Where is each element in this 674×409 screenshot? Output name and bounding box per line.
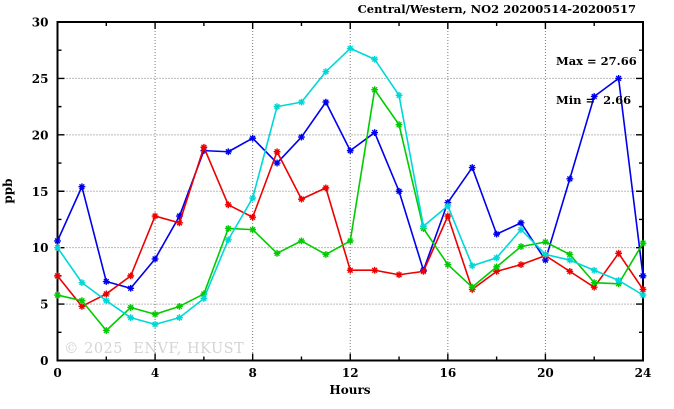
watermark: © 2025 ENVF, HKUST [64,341,245,357]
series-cyan-markers [54,45,647,328]
y-tick-label: 15 [32,185,49,199]
max-value-label: Max = 27.66 [556,54,637,68]
x-axis-title: Hours [329,383,371,397]
y-axis-title: ppb [1,178,15,204]
x-tick-label: 20 [537,366,554,380]
stats-annotation: Max = 27.66 Min = 2.66 [556,29,637,133]
x-tick-label: 24 [635,366,652,380]
x-tick-label: 4 [151,366,159,380]
plot-border [56,21,644,362]
series-green-markers [54,86,647,334]
y-tick-label: 30 [32,16,49,30]
y-tick-label: 25 [32,72,49,86]
x-tick-label: 16 [439,366,456,380]
gridlines [57,22,643,361]
y-tick-label: 5 [40,298,48,312]
x-tick-label: 8 [248,366,256,380]
y-tick-label: 10 [32,241,49,255]
y-tick-label: 20 [32,128,49,142]
x-tick-label: 0 [53,366,61,380]
chart-title: Central/Western, NO2 20200514-20200517 [357,2,636,16]
min-value-label: Min = 2.66 [556,93,632,107]
x-tick-label: 12 [342,366,359,380]
y-tick-label: 0 [40,354,48,368]
series-red-markers [54,143,647,310]
